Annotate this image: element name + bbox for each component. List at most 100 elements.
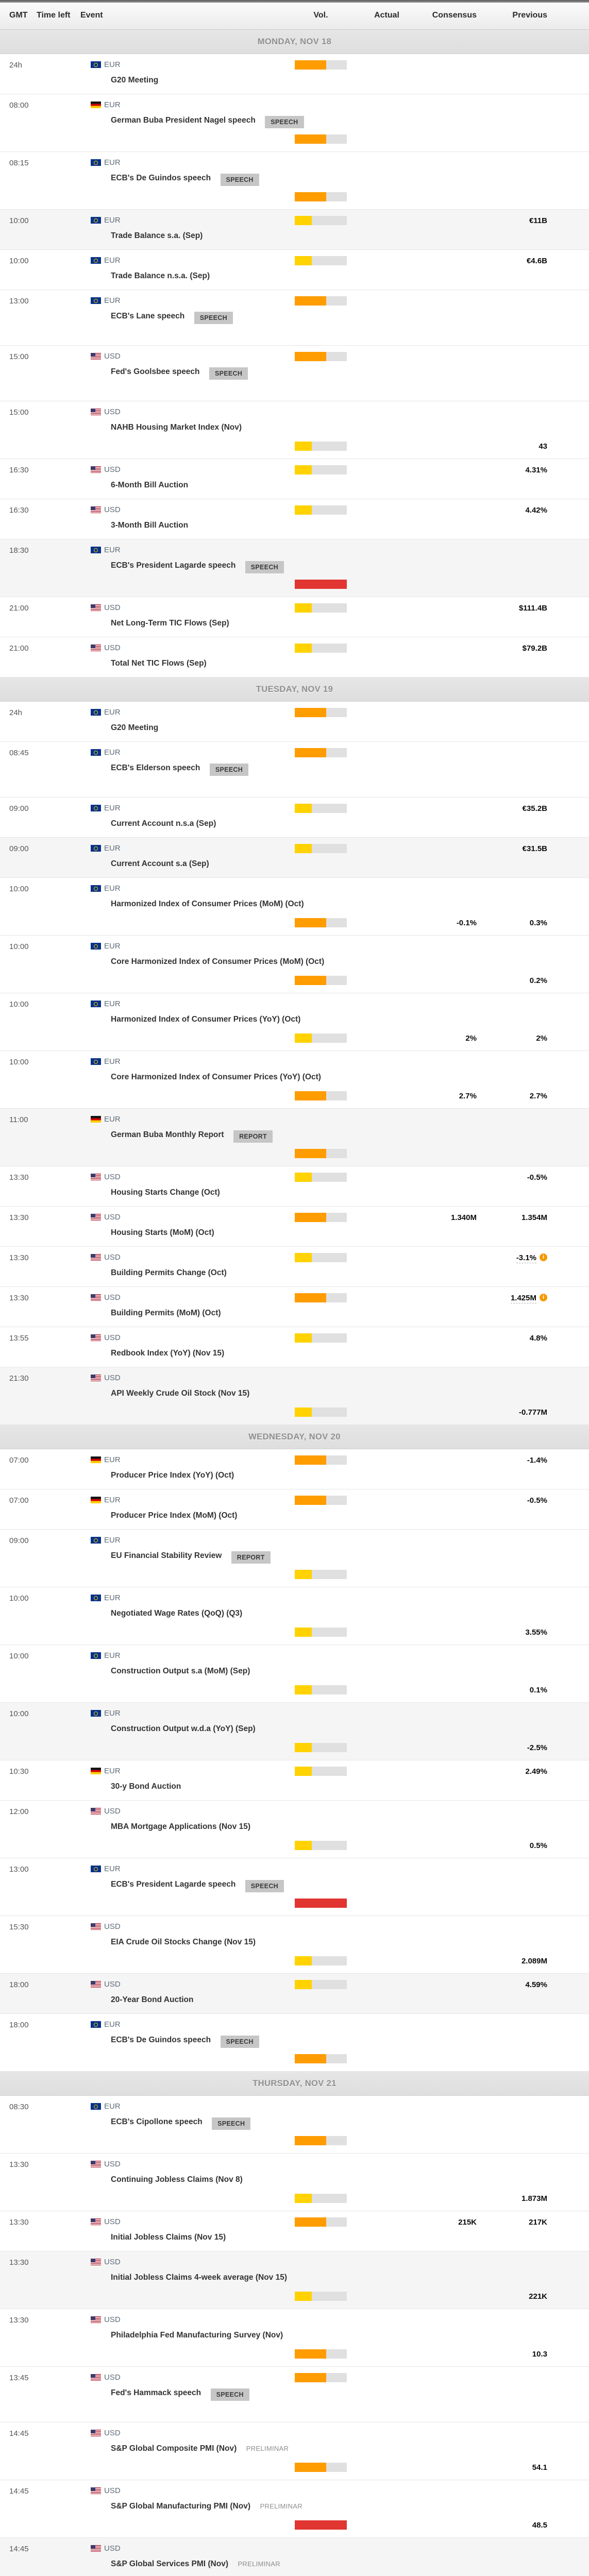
event-name[interactable]: Fed's Hammack speech bbox=[111, 2388, 201, 2397]
info-icon[interactable]: i bbox=[540, 1294, 547, 1301]
event-row[interactable]: 11:00 EUR German Buba Monthly Report REP… bbox=[0, 1109, 589, 1166]
event-row[interactable]: 09:00 EUR Current Account s.a (Sep) €31.… bbox=[0, 838, 589, 878]
event-name[interactable]: Housing Starts (MoM) (Oct) bbox=[111, 1228, 214, 1237]
event-name[interactable]: Construction Output w.d.a (YoY) (Sep) bbox=[111, 1724, 256, 1733]
event-name[interactable]: Initial Jobless Claims (Nov 15) bbox=[111, 2233, 226, 2242]
event-row[interactable]: 09:00 EUR Current Account n.s.a (Sep) €3… bbox=[0, 798, 589, 838]
event-name[interactable]: S&P Global Manufacturing PMI (Nov) bbox=[111, 2502, 250, 2511]
event-name[interactable]: Harmonized Index of Consumer Prices (MoM… bbox=[111, 900, 304, 908]
event-row[interactable]: 07:00 EUR Producer Price Index (MoM) (Oc… bbox=[0, 1489, 589, 1530]
event-row[interactable]: 08:30 EUR ECB's Cipollone speech SPEECH bbox=[0, 2096, 589, 2154]
event-row[interactable]: 10:30 EUR 30-y Bond Auction 2.49% bbox=[0, 1760, 589, 1801]
event-row[interactable]: 18:00 USD 20-Year Bond Auction 4.59% bbox=[0, 1974, 589, 2014]
event-row[interactable]: 10:00 EUR Harmonized Index of Consumer P… bbox=[0, 878, 589, 936]
event-row[interactable]: 14:45 USD S&P Global Manufacturing PMI (… bbox=[0, 2480, 589, 2538]
event-name[interactable]: ECB's President Lagarde speech bbox=[111, 561, 236, 570]
event-row[interactable]: 10:00 EUR Construction Output s.a (MoM) … bbox=[0, 1645, 589, 1703]
event-row[interactable]: 10:00 EUR Core Harmonized Index of Consu… bbox=[0, 1051, 589, 1109]
event-name[interactable]: ECB's De Guindos speech bbox=[111, 174, 211, 182]
event-row[interactable]: 16:30 USD 3-Month Bill Auction 4.42% bbox=[0, 499, 589, 539]
event-row[interactable]: 08:45 EUR ECB's Elderson speech SPEECH bbox=[0, 742, 589, 798]
event-row[interactable]: 13:30 USD Building Permits (MoM) (Oct) 1… bbox=[0, 1287, 589, 1327]
event-name[interactable]: NAHB Housing Market Index (Nov) bbox=[111, 423, 242, 432]
event-row[interactable]: 18:00 EUR ECB's De Guindos speech SPEECH bbox=[0, 2014, 589, 2072]
event-name[interactable]: Building Permits Change (Oct) bbox=[111, 1268, 227, 1277]
event-name[interactable]: Construction Output s.a (MoM) (Sep) bbox=[111, 1667, 250, 1675]
info-icon[interactable]: i bbox=[540, 1253, 547, 1261]
event-name[interactable]: 3-Month Bill Auction bbox=[111, 521, 189, 530]
event-row[interactable]: 14:45 USD S&P Global Services PMI (Nov) … bbox=[0, 2538, 589, 2576]
event-row[interactable]: 13:30 USD Philadelphia Fed Manufacturing… bbox=[0, 2309, 589, 2367]
event-row[interactable]: 16:30 USD 6-Month Bill Auction 4.31% bbox=[0, 459, 589, 499]
event-name[interactable]: ECB's President Lagarde speech bbox=[111, 1880, 236, 1889]
event-row[interactable]: 13:00 EUR ECB's President Lagarde speech… bbox=[0, 1858, 589, 1916]
event-row[interactable]: 13:30 USD Housing Starts Change (Oct) -0… bbox=[0, 1166, 589, 1207]
event-name[interactable]: Redbook Index (YoY) (Nov 15) bbox=[111, 1349, 225, 1358]
event-row[interactable]: 10:00 EUR Negotiated Wage Rates (QoQ) (Q… bbox=[0, 1587, 589, 1645]
event-row[interactable]: 15:00 USD Fed's Goolsbee speech SPEECH bbox=[0, 346, 589, 401]
event-name[interactable]: S&P Global Services PMI (Nov) bbox=[111, 2560, 228, 2568]
event-row[interactable]: 09:00 EUR EU Financial Stability Review … bbox=[0, 1530, 589, 1587]
event-name[interactable]: Trade Balance s.a. (Sep) bbox=[111, 231, 203, 240]
event-name[interactable]: EU Financial Stability Review bbox=[111, 1551, 222, 1560]
event-row[interactable]: 08:15 EUR ECB's De Guindos speech SPEECH bbox=[0, 152, 589, 210]
event-name[interactable]: Building Permits (MoM) (Oct) bbox=[111, 1309, 221, 1317]
event-row[interactable]: 13:00 EUR ECB's Lane speech SPEECH bbox=[0, 290, 589, 346]
event-row[interactable]: 10:00 EUR Harmonized Index of Consumer P… bbox=[0, 993, 589, 1051]
event-name[interactable]: Producer Price Index (YoY) (Oct) bbox=[111, 1471, 234, 1480]
event-name[interactable]: G20 Meeting bbox=[111, 723, 159, 732]
event-name[interactable]: Negotiated Wage Rates (QoQ) (Q3) bbox=[111, 1609, 243, 1618]
event-name[interactable]: Harmonized Index of Consumer Prices (YoY… bbox=[111, 1015, 301, 1024]
event-row[interactable]: 21:00 USD Total Net TIC Flows (Sep) $79.… bbox=[0, 637, 589, 677]
event-row[interactable]: 13:30 USD Initial Jobless Claims 4-week … bbox=[0, 2251, 589, 2309]
event-row[interactable]: 15:30 USD EIA Crude Oil Stocks Change (N… bbox=[0, 1916, 589, 1974]
event-name[interactable]: Current Account n.s.a (Sep) bbox=[111, 819, 216, 828]
event-name[interactable]: Fed's Goolsbee speech bbox=[111, 367, 200, 376]
event-name[interactable]: Net Long-Term TIC Flows (Sep) bbox=[111, 619, 229, 628]
event-name[interactable]: Housing Starts Change (Oct) bbox=[111, 1188, 220, 1197]
event-row[interactable]: 13:55 USD Redbook Index (YoY) (Nov 15) 4… bbox=[0, 1327, 589, 1367]
event-name[interactable]: German Buba President Nagel speech bbox=[111, 116, 256, 125]
event-name[interactable]: G20 Meeting bbox=[111, 76, 159, 84]
event-row[interactable]: 12:00 USD MBA Mortgage Applications (Nov… bbox=[0, 1801, 589, 1858]
event-name[interactable]: Trade Balance n.s.a. (Sep) bbox=[111, 272, 210, 280]
event-name[interactable]: EIA Crude Oil Stocks Change (Nov 15) bbox=[111, 1938, 256, 1946]
event-name[interactable]: ECB's Lane speech bbox=[111, 312, 185, 320]
event-name[interactable]: Continuing Jobless Claims (Nov 8) bbox=[111, 2175, 243, 2184]
event-name[interactable]: 6-Month Bill Auction bbox=[111, 481, 189, 489]
event-row[interactable]: 13:30 USD Building Permits Change (Oct) … bbox=[0, 1247, 589, 1287]
event-row[interactable]: 13:45 USD Fed's Hammack speech SPEECH bbox=[0, 2367, 589, 2422]
event-row[interactable]: 07:00 EUR Producer Price Index (YoY) (Oc… bbox=[0, 1449, 589, 1489]
event-name[interactable]: Total Net TIC Flows (Sep) bbox=[111, 659, 207, 668]
event-row[interactable]: 15:00 USD NAHB Housing Market Index (Nov… bbox=[0, 401, 589, 459]
event-name[interactable]: ECB's Cipollone speech bbox=[111, 2117, 203, 2126]
event-row[interactable]: 14:45 USD S&P Global Composite PMI (Nov)… bbox=[0, 2422, 589, 2480]
event-row[interactable]: 13:30 USD Continuing Jobless Claims (Nov… bbox=[0, 2154, 589, 2211]
event-name[interactable]: Initial Jobless Claims 4-week average (N… bbox=[111, 2273, 288, 2282]
event-name[interactable]: Philadelphia Fed Manufacturing Survey (N… bbox=[111, 2331, 283, 2340]
event-row[interactable]: 10:00 EUR Trade Balance s.a. (Sep) €11B bbox=[0, 210, 589, 250]
event-name[interactable]: ECB's Elderson speech bbox=[111, 764, 200, 772]
event-name[interactable]: MBA Mortgage Applications (Nov 15) bbox=[111, 1822, 250, 1831]
event-row[interactable]: 13:30 USD Initial Jobless Claims (Nov 15… bbox=[0, 2211, 589, 2251]
event-name[interactable]: ECB's De Guindos speech bbox=[111, 2036, 211, 2044]
event-row[interactable]: 10:00 EUR Trade Balance n.s.a. (Sep) €4.… bbox=[0, 250, 589, 290]
event-name[interactable]: API Weekly Crude Oil Stock (Nov 15) bbox=[111, 1389, 250, 1398]
event-name[interactable]: S&P Global Composite PMI (Nov) bbox=[111, 2444, 237, 2453]
event-row[interactable]: 10:00 EUR Core Harmonized Index of Consu… bbox=[0, 936, 589, 993]
event-name[interactable]: Core Harmonized Index of Consumer Prices… bbox=[111, 957, 325, 966]
event-row[interactable]: 08:00 EUR German Buba President Nagel sp… bbox=[0, 94, 589, 152]
event-row[interactable]: 24h EUR G20 Meeting bbox=[0, 702, 589, 742]
event-row[interactable]: 18:30 EUR ECB's President Lagarde speech… bbox=[0, 539, 589, 597]
event-name[interactable]: Core Harmonized Index of Consumer Prices… bbox=[111, 1073, 321, 1081]
event-row[interactable]: 10:00 EUR Construction Output w.d.a (YoY… bbox=[0, 1703, 589, 1760]
event-name[interactable]: 30-y Bond Auction bbox=[111, 1782, 181, 1791]
event-name[interactable]: Producer Price Index (MoM) (Oct) bbox=[111, 1511, 238, 1520]
event-row[interactable]: 21:00 USD Net Long-Term TIC Flows (Sep) … bbox=[0, 597, 589, 637]
event-row[interactable]: 21:30 USD API Weekly Crude Oil Stock (No… bbox=[0, 1367, 589, 1425]
event-name[interactable]: Current Account s.a (Sep) bbox=[111, 859, 209, 868]
event-name[interactable]: German Buba Monthly Report bbox=[111, 1130, 224, 1139]
event-name[interactable]: 20-Year Bond Auction bbox=[111, 1995, 194, 2004]
event-row[interactable]: 13:30 USD Housing Starts (MoM) (Oct) 1.3… bbox=[0, 1207, 589, 1247]
event-row[interactable]: 24h EUR G20 Meeting bbox=[0, 54, 589, 94]
